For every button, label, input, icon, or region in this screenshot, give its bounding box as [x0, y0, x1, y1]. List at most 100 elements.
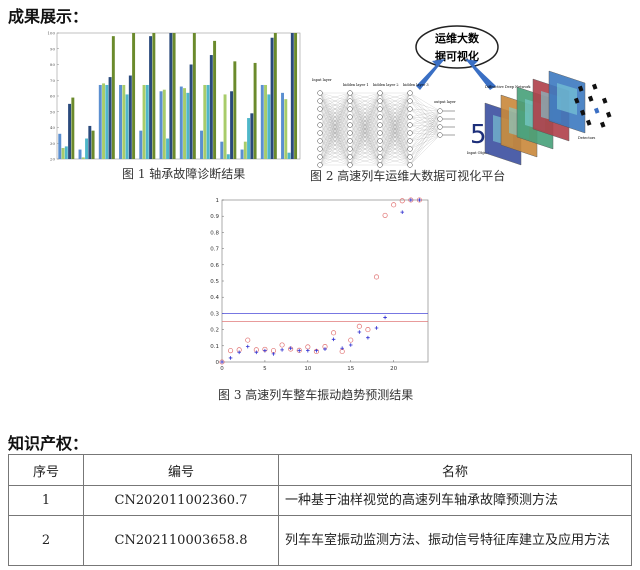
diffractive-layers: [484, 70, 586, 166]
bar: [253, 62, 257, 159]
bar: [102, 83, 106, 159]
connection: [409, 100, 441, 112]
y-tick-label: 0.8: [210, 230, 219, 236]
data-point-plus: [228, 356, 233, 360]
digit-five: 5: [470, 120, 487, 150]
data-point-circle: [331, 330, 337, 336]
connection: [409, 110, 441, 142]
bar: [226, 154, 230, 159]
neuron: [347, 98, 353, 104]
connection: [349, 92, 381, 142]
connection: [319, 132, 351, 166]
neuron: [437, 108, 443, 114]
data-point-plus: [348, 343, 353, 347]
neuron: [347, 114, 353, 120]
connection: [349, 92, 381, 150]
bar: [108, 77, 112, 159]
data-point-circle: [348, 337, 354, 343]
connection: [349, 124, 381, 166]
bubble: [415, 25, 499, 69]
connection: [379, 92, 411, 142]
y-tick-label: 0.9: [210, 214, 219, 220]
cell-name: 一种基于油样视觉的高速列车轴承故障预测方法: [278, 485, 632, 516]
ip-table: 序号 编号 名称 1 CN202011002360.7 一种基于油样视觉的高速列…: [8, 454, 632, 566]
neuron: [377, 114, 383, 120]
label-detectors: Detectors: [578, 136, 596, 140]
neuron: [347, 146, 353, 152]
neuron: [347, 90, 353, 96]
connection: [349, 100, 381, 166]
neuron: [377, 146, 383, 152]
connection: [319, 156, 351, 166]
data-point-circle: [296, 347, 302, 353]
bar: [85, 138, 89, 159]
connection: [379, 92, 411, 118]
bar: [159, 91, 163, 159]
y-tick-label: 60: [50, 94, 56, 99]
connection: [409, 118, 441, 166]
connection: [379, 92, 411, 158]
bar: [88, 125, 92, 159]
data-point-plus: [245, 344, 250, 349]
arrow-right-icon: [465, 59, 496, 90]
connection: [319, 92, 351, 150]
section-title-ip: 知识产权：: [8, 434, 89, 453]
y-tick-label: 0.2: [210, 328, 219, 334]
y-tick-label: 0.4: [210, 295, 219, 301]
neuron: [347, 162, 353, 168]
arrow-left-icon: [416, 59, 445, 90]
y-tick-label: 0.5: [210, 279, 219, 285]
bar: [209, 55, 213, 159]
detector: [578, 85, 584, 92]
figure-2-diagram: 运维大数 据可视化 Input layer hidden layer 1 hid…: [312, 25, 612, 168]
data-point-plus: [237, 350, 241, 355]
detector: [586, 119, 592, 126]
connection: [409, 108, 441, 112]
connection: [379, 92, 411, 150]
bar: [233, 61, 237, 159]
neuron: [437, 116, 443, 122]
neuron: [347, 106, 353, 112]
label-hidden2: hidden layer 2: [373, 83, 399, 87]
connection: [349, 148, 381, 166]
connection: [349, 116, 381, 166]
neuron: [347, 130, 353, 136]
bar: [105, 84, 109, 159]
data-point-circle: [408, 197, 414, 203]
detector: [580, 109, 586, 116]
connection: [319, 140, 351, 166]
x-tick-label: 0: [220, 366, 224, 372]
neuron: [317, 130, 323, 136]
neuron: [317, 98, 323, 104]
connection: [379, 108, 411, 166]
neuron: [317, 162, 323, 168]
bar: [290, 33, 294, 159]
table-row: 2 CN202110003658.8 列车车室振动监测方法、振动信号特征库建立及…: [8, 515, 632, 566]
x-tick-label: 5: [263, 366, 267, 372]
neuron: [377, 90, 383, 96]
bar: [206, 84, 210, 159]
bar: [142, 84, 146, 159]
neuron: [407, 154, 413, 160]
data-point-plus: [271, 352, 276, 356]
y-tick-label: 20: [50, 157, 56, 162]
connection: [379, 124, 411, 166]
bar: [111, 36, 115, 159]
table-row: 1 CN202011002360.7 一种基于油样视觉的高速列车轴承故障预测方法: [8, 485, 632, 516]
bar: [294, 33, 298, 159]
y-tick-label: 0.1: [210, 344, 219, 350]
y-tick-label: 0.3: [210, 311, 219, 317]
data-point-plus: [280, 348, 284, 352]
connection: [379, 92, 411, 126]
bar: [240, 149, 244, 159]
neuron: [377, 106, 383, 112]
connection: [319, 92, 351, 134]
connection: [319, 108, 351, 166]
bar: [284, 99, 288, 159]
neuron: [407, 146, 413, 152]
connection: [409, 110, 441, 150]
data-point-plus: [400, 210, 405, 214]
data-point-circle: [373, 274, 380, 280]
connection: [379, 92, 411, 110]
